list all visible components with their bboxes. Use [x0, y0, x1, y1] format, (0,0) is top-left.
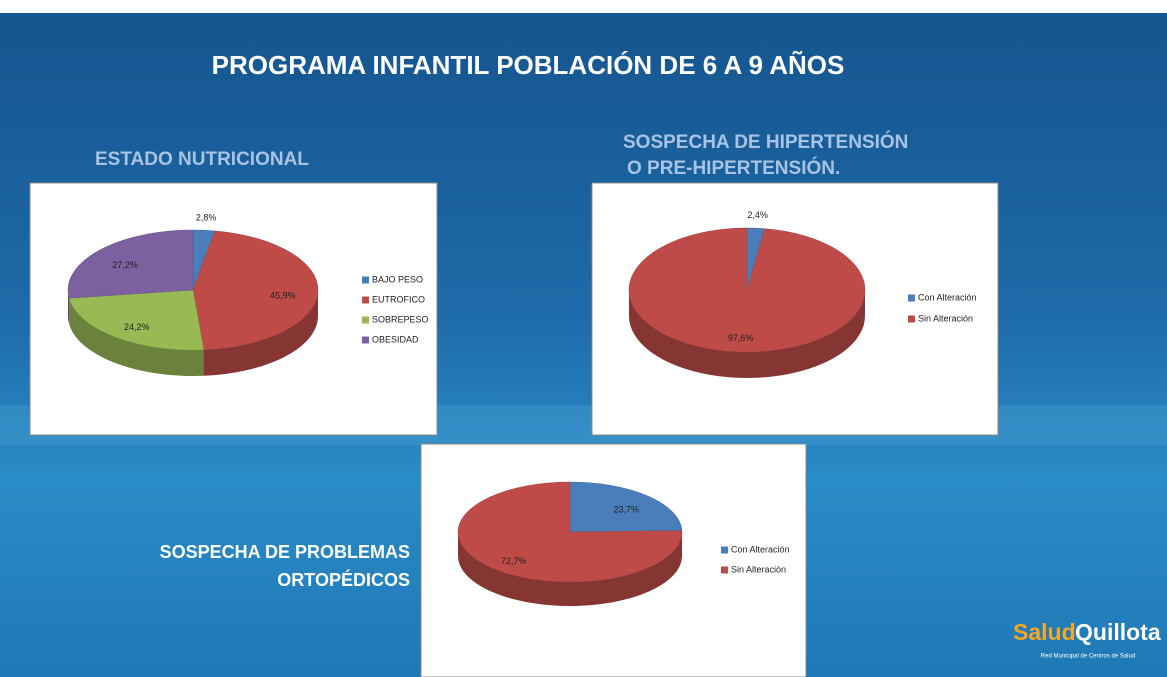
legend-swatch: [908, 294, 915, 302]
logo-tagline: Red Municipal de Centros de Salud: [1041, 654, 1135, 660]
legend-swatch: [721, 566, 728, 574]
legend-label: EUTROFICO: [372, 294, 425, 304]
legend-label: Con Alteración: [731, 544, 790, 554]
value-label: 72,7%: [501, 556, 527, 566]
pie-side: [69, 298, 204, 376]
legend-label: BAJO PESO: [372, 274, 423, 284]
legend-swatch: [362, 336, 369, 344]
logo-quillota: Quillota: [1075, 619, 1161, 645]
legend-swatch: [362, 296, 369, 304]
value-label: 97,6%: [728, 333, 754, 343]
legend-label: OBESIDAD: [372, 334, 419, 344]
legend-label: Sin Alteración: [731, 564, 786, 574]
legend-swatch: [908, 315, 915, 323]
chart-title: SOSPECHA DE PROBLEMAS: [160, 542, 410, 562]
legend-label: Con Alteración: [918, 292, 977, 302]
chart-title: SOSPECHA DE HIPERTENSIÓN: [623, 131, 908, 153]
pie-slice: [68, 289, 204, 351]
value-label: 23,7%: [614, 505, 640, 515]
value-label: 2,4%: [747, 210, 768, 220]
page-title: PROGRAMA INFANTIL POBLACIÓN DE 6 A 9 AÑO…: [212, 50, 845, 80]
pie-slice: [569, 481, 683, 533]
value-label: 2,8%: [196, 213, 217, 223]
chart-title: ESTADO NUTRICIONAL: [95, 149, 309, 170]
pie-slice: [628, 227, 866, 353]
pie-slice: [67, 229, 194, 299]
legend-swatch: [362, 276, 369, 284]
pie-side: [68, 290, 70, 325]
legend-swatch: [362, 316, 369, 324]
chart-title: ORTOPÉDICOS: [277, 569, 410, 590]
value-label: 24,2%: [124, 322, 150, 332]
logo-salud: Salud: [1013, 619, 1076, 645]
pie-side: [203, 290, 318, 376]
chart-title: O PRE-HIPERTENSIÓN.: [627, 157, 840, 179]
pie-slice: [457, 481, 683, 583]
pie-slice: [192, 230, 319, 351]
pie-side: [629, 290, 865, 378]
pie-side: [458, 532, 682, 606]
value-label: 45,9%: [270, 290, 296, 300]
legend-swatch: [721, 546, 728, 554]
legend-label: SOBREPESO: [372, 314, 429, 324]
legend-label: Sin Alteración: [918, 313, 973, 323]
value-label: 27,2%: [112, 260, 138, 270]
